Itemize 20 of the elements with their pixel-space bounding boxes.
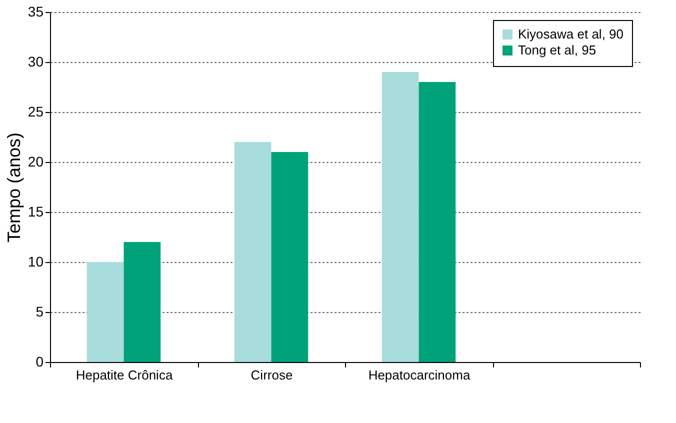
x-tick-label: Hepatite Crônica bbox=[76, 368, 174, 382]
bar bbox=[271, 152, 308, 362]
bar bbox=[86, 262, 124, 362]
y-tick-label: 20 bbox=[28, 154, 44, 170]
y-tick-label: 35 bbox=[28, 4, 44, 20]
y-tick-label: 5 bbox=[36, 304, 44, 320]
legend-label: Tong et al, 95 bbox=[518, 42, 596, 58]
y-tick-label: 25 bbox=[28, 104, 44, 120]
bar bbox=[234, 142, 272, 362]
y-axis-title: Tempo (anos) bbox=[4, 132, 24, 243]
bar bbox=[418, 82, 456, 362]
bar bbox=[124, 242, 161, 362]
x-tick-label: Cirrose bbox=[250, 368, 293, 382]
y-tick-label: 15 bbox=[28, 204, 44, 220]
y-tick-label: 10 bbox=[28, 254, 44, 270]
bar bbox=[382, 72, 419, 362]
legend-label: Kiyosawa et al, 90 bbox=[518, 26, 624, 42]
y-tick-label: 0 bbox=[36, 354, 44, 370]
x-tick-label: Hepatocarcinoma bbox=[368, 368, 471, 382]
y-tick-label: 30 bbox=[28, 54, 44, 70]
